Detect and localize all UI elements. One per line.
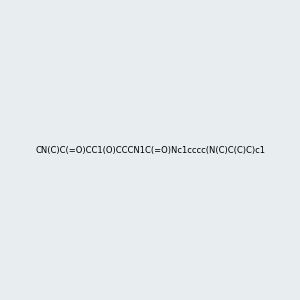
Text: CN(C)C(=O)CC1(O)CCCN1C(=O)Nc1cccc(N(C)C(C)C)c1: CN(C)C(=O)CC1(O)CCCN1C(=O)Nc1cccc(N(C)C(… <box>35 146 265 154</box>
